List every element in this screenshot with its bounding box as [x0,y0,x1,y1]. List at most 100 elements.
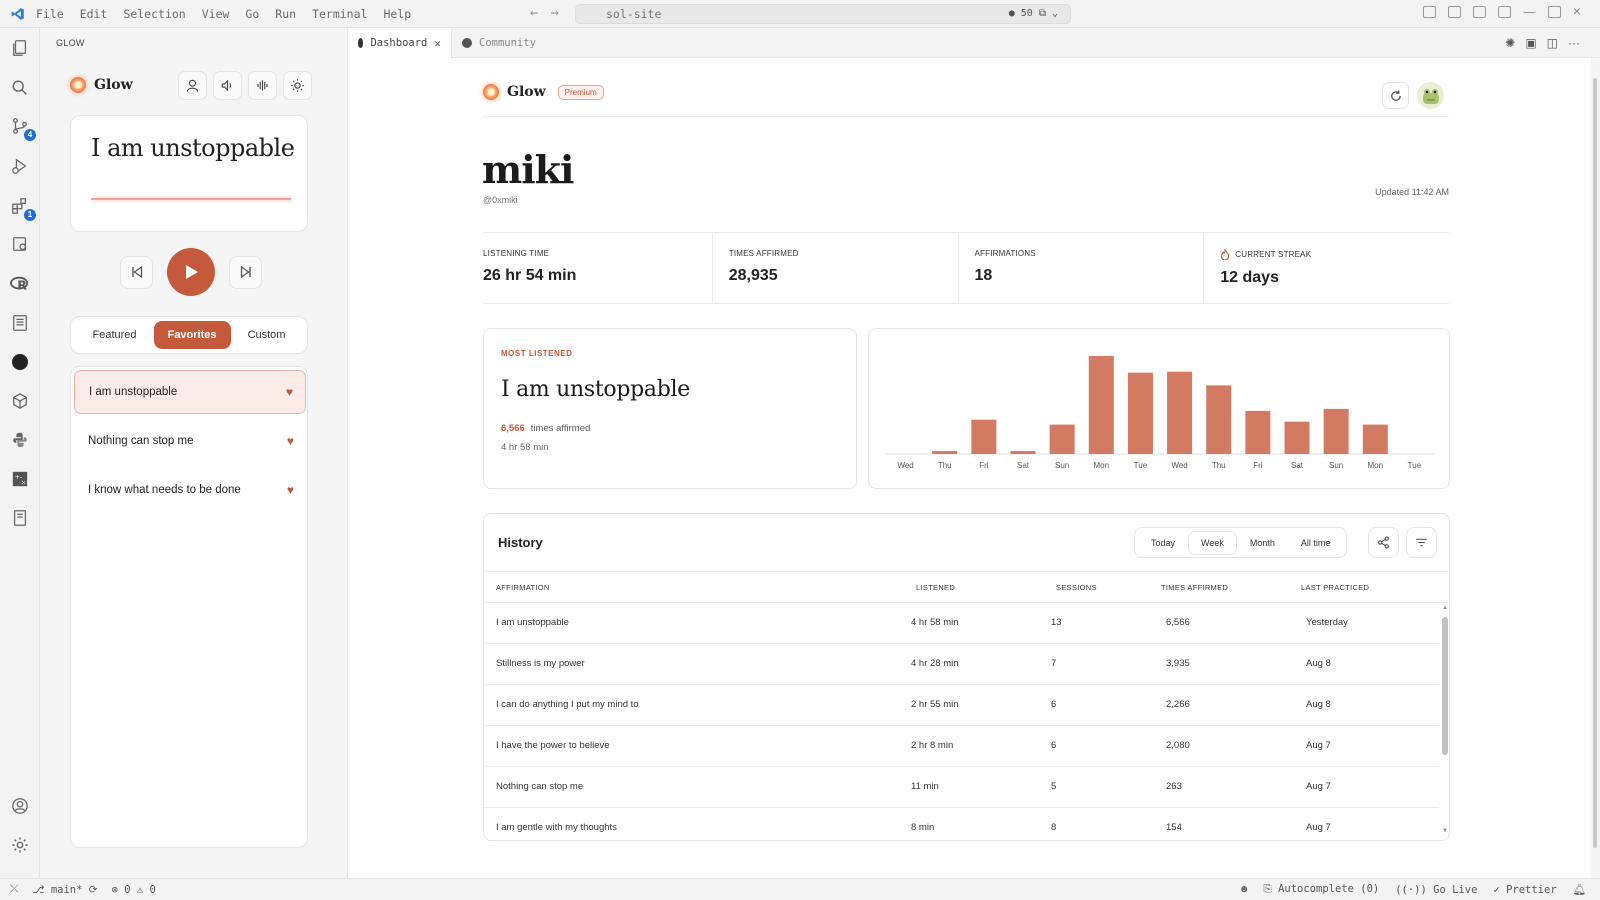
menu-terminal[interactable]: Terminal [312,6,368,21]
calculator-icon[interactable]: +-×= [10,469,30,489]
list-item[interactable]: I know what needs to be done ♥ [74,468,306,512]
menu-file[interactable]: File [36,6,64,21]
next-button[interactable] [229,255,262,289]
close-tab-icon[interactable]: ✕ [434,36,441,50]
tab-dashboard[interactable]: Dashboard ✕ [348,28,452,58]
tab-custom[interactable]: Custom [247,329,286,341]
chart-bar[interactable] [1010,451,1036,454]
notebook-icon[interactable] [10,313,30,333]
scroll-up-icon[interactable]: ▲ [1442,605,1448,611]
menu-run[interactable]: Run [275,6,297,21]
go-live-button[interactable]: ((·)) Go Live [1395,883,1478,896]
table-row[interactable]: I can do anything I put my mind to 2 hr … [484,685,1439,726]
refresh-button[interactable] [1382,82,1409,109]
chart-bar[interactable] [1049,424,1075,454]
run-debug-icon[interactable] [10,156,30,176]
menu-edit[interactable]: Edit [79,6,108,21]
chart-bar[interactable] [932,451,958,454]
tab-favorites[interactable]: Favorites [153,321,231,349]
chart-bar[interactable] [971,419,997,454]
book-icon[interactable] [10,508,30,528]
profile-button[interactable] [178,71,207,100]
prettier-status[interactable]: ✓ Prettier [1493,883,1557,896]
soundwave-button[interactable] [248,71,277,100]
python-icon[interactable] [10,430,30,450]
explorer-icon[interactable] [10,38,30,58]
toggle-secondary-sidebar-icon[interactable] [1498,6,1511,18]
menu-selection[interactable]: Selection [123,6,186,21]
split-editor-icon[interactable]: ◫ [1546,36,1558,50]
chart-bar[interactable] [1088,356,1114,454]
chart-bar[interactable] [1167,371,1193,454]
source-control-icon[interactable]: 4 [10,116,36,141]
glow-extension-icon[interactable] [10,352,30,372]
previous-button[interactable] [120,255,153,289]
search-icon[interactable] [10,78,30,98]
back-arrow-icon[interactable]: ← [530,5,539,21]
heart-icon[interactable]: ♥ [285,385,293,399]
menu-view[interactable]: View [201,6,230,21]
openai-icon[interactable]: ✺ [1505,36,1516,50]
play-button[interactable] [167,248,215,296]
range-week[interactable]: Week [1189,531,1236,554]
extensions-icon[interactable]: 1 [10,196,36,221]
menu-help[interactable]: Help [383,6,412,21]
copilot-icon[interactable]: ☻ [1241,883,1248,896]
scroll-down-icon[interactable]: ▼ [1442,828,1448,834]
avatar[interactable] [1417,82,1444,109]
chart-bar[interactable] [1284,421,1310,454]
close-window-icon[interactable]: ✕ [1573,4,1581,19]
column-header[interactable]: LISTENED [916,583,956,592]
range-month[interactable]: Month [1249,537,1275,548]
scrollbar-thumb[interactable] [1593,78,1597,848]
package-icon[interactable] [10,391,30,411]
filter-button[interactable] [1406,527,1437,558]
notifications-bell-icon[interactable]: 🔔︎ [1572,884,1586,896]
remote-explorer-icon[interactable] [10,234,30,254]
table-row[interactable]: I am unstoppable 4 hr 58 min 13 6,566 Ye… [484,603,1439,644]
more-actions-icon[interactable]: ··· [1568,36,1580,50]
column-header[interactable]: AFFIRMATION [496,583,550,592]
heart-icon[interactable]: ♥ [286,483,294,497]
column-header[interactable]: LAST PRACTICED [1301,583,1370,592]
branch-indicator[interactable]: ⎇ main* ⟳ [32,883,98,896]
list-item[interactable]: Nothing can stop me ♥ [74,419,306,463]
settings-gear-icon[interactable] [10,835,30,855]
chart-bar[interactable] [1245,410,1271,454]
table-row[interactable]: Nothing can stop me 11 min 5 263 Aug 7 [484,767,1439,808]
column-header[interactable]: TIMES AFFIRMED [1161,583,1229,592]
menu-go[interactable]: Go [245,6,260,21]
account-icon[interactable] [10,796,30,816]
webview-scrollbar[interactable] [1591,58,1600,878]
column-header[interactable]: SESSIONS [1056,583,1097,592]
table-scrollbar-thumb[interactable] [1442,617,1448,755]
problems-indicator[interactable]: ⊗ 0 ⚠ 0 [111,883,156,896]
restore-icon[interactable] [1548,6,1561,18]
range-today[interactable]: Today [1151,537,1176,548]
range-all-time[interactable]: All time [1300,537,1331,548]
layout-icon[interactable] [1423,6,1436,18]
chart-bar[interactable] [1323,408,1349,454]
autocomplete-status[interactable]: ⎘ Autocomplete (0) [1263,883,1380,895]
table-row[interactable]: Stillness is my power 4 hr 28 min 7 3,93… [484,644,1439,685]
chart-bar[interactable] [1127,372,1153,454]
calculator-action-icon[interactable]: ▣ [1525,36,1537,50]
list-item[interactable]: I am unstoppable ♥ [74,370,306,414]
tab-community[interactable]: Community [452,28,546,58]
minimize-icon[interactable] [1523,6,1536,13]
theme-button[interactable] [283,71,312,100]
remote-icon[interactable]: ⤫ [10,883,19,895]
command-center[interactable]: sol-site ● 50 ⧉ ⌄ [575,4,1071,24]
table-scrollbar[interactable]: ▲ ▼ [1439,603,1449,840]
toggle-panel-icon[interactable] [1473,6,1486,18]
share-button[interactable] [1368,527,1399,558]
table-row[interactable]: I have the power to believe 2 hr 8 min 6… [484,726,1439,767]
forward-arrow-icon[interactable]: → [550,5,559,21]
tab-featured[interactable]: Featured [92,329,137,341]
chart-bar[interactable] [1362,424,1388,454]
r-language-icon[interactable]: R [10,274,30,294]
table-row[interactable]: I am gentle with my thoughts 8 min 8 154… [484,808,1439,840]
chart-bar[interactable] [1206,385,1232,454]
volume-button[interactable] [213,71,242,100]
heart-icon[interactable]: ♥ [286,434,294,448]
